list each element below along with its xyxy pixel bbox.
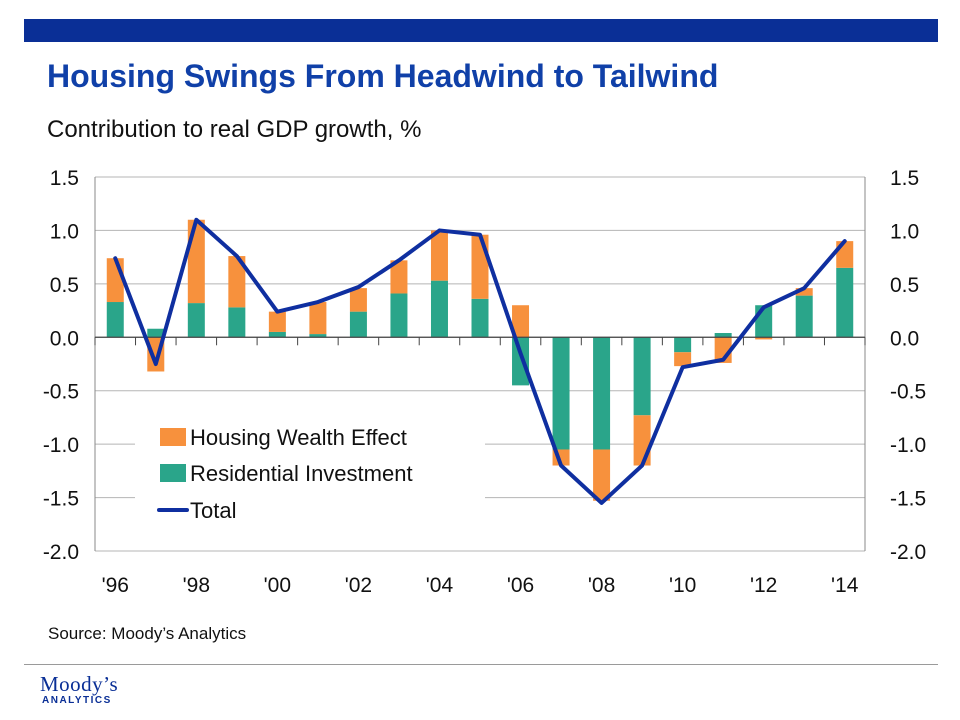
chart-legend: Housing Wealth Effect Residential Investm… bbox=[135, 416, 485, 528]
housing-wealth-bar bbox=[755, 337, 773, 340]
residential-investment-bar bbox=[268, 331, 286, 338]
residential-investment-bar bbox=[147, 328, 165, 338]
residential-investment-bar bbox=[633, 337, 651, 416]
residential-investment-bar bbox=[228, 307, 246, 338]
residential-investment-bar bbox=[714, 333, 732, 338]
residential-investment-bar bbox=[106, 302, 124, 338]
y-tick-label-left: 1.0 bbox=[50, 220, 79, 243]
housing-wealth-bar bbox=[187, 219, 205, 304]
y-tick-label-left: -2.0 bbox=[43, 541, 79, 564]
housing-wealth-bar bbox=[795, 288, 813, 296]
housing-wealth-bar bbox=[228, 256, 246, 308]
header-bar bbox=[24, 19, 938, 42]
moodys-analytics-logo: Moody’s ANALYTICS bbox=[40, 674, 118, 707]
residential-investment-bar bbox=[349, 311, 367, 338]
housing-wealth-bar bbox=[593, 449, 611, 501]
x-tick-label: '02 bbox=[345, 574, 372, 597]
residential-investment-bar bbox=[795, 295, 813, 338]
residential-investment-bar bbox=[471, 298, 489, 338]
residential-investment-bar bbox=[187, 303, 205, 338]
y-tick-label-right: -2.0 bbox=[890, 541, 926, 564]
x-tick-label: '08 bbox=[588, 574, 615, 597]
y-tick-label-left: -1.0 bbox=[43, 434, 79, 457]
y-tick-label-left: 0.5 bbox=[50, 274, 79, 297]
footer-divider bbox=[24, 664, 938, 665]
y-tick-label-left: 0.0 bbox=[50, 327, 79, 350]
page-title: Housing Swings From Headwind to Tailwind bbox=[47, 58, 719, 94]
housing-wealth-bar bbox=[268, 311, 286, 332]
legend-background bbox=[135, 416, 485, 528]
y-tick-label-right: 0.0 bbox=[890, 327, 919, 350]
residential-investment-bar bbox=[309, 334, 327, 338]
housing-wealth-bar bbox=[430, 230, 448, 281]
x-tick-label: '96 bbox=[102, 574, 129, 597]
residential-investment-bar bbox=[430, 280, 448, 338]
legend-label: Housing Wealth Effect bbox=[190, 425, 407, 450]
y-tick-label-right: -0.5 bbox=[890, 381, 926, 404]
y-tick-label-left: 1.5 bbox=[50, 167, 79, 190]
chart-subtitle: Contribution to real GDP growth, % bbox=[47, 116, 422, 143]
housing-wealth-bar bbox=[674, 352, 692, 367]
legend-label: Residential Investment bbox=[190, 461, 413, 486]
housing-wealth-bar bbox=[633, 415, 651, 466]
x-tick-label: '98 bbox=[183, 574, 210, 597]
x-tick-label: '06 bbox=[507, 574, 534, 597]
residential-investment-bar bbox=[390, 293, 408, 338]
legend-swatch-housing-wealth bbox=[160, 428, 186, 446]
source-note: Source: Moody’s Analytics bbox=[48, 624, 247, 643]
residential-investment-bar bbox=[836, 267, 854, 338]
residential-investment-bar bbox=[593, 337, 611, 450]
residential-investment-bar bbox=[512, 337, 530, 386]
y-tick-label-left: -1.5 bbox=[43, 488, 79, 511]
x-tick-label: '00 bbox=[264, 574, 291, 597]
housing-wealth-bar bbox=[309, 302, 327, 335]
housing-wealth-bar bbox=[512, 305, 530, 338]
housing-wealth-bar bbox=[471, 234, 489, 299]
logo-subtitle: ANALYTICS bbox=[42, 695, 112, 706]
y-tick-label-left: -0.5 bbox=[43, 381, 79, 404]
housing-wealth-bar bbox=[349, 288, 367, 312]
residential-investment-bar bbox=[674, 337, 692, 353]
y-tick-label-right: 1.0 bbox=[890, 220, 919, 243]
legend-swatch-residential bbox=[160, 464, 186, 482]
x-tick-label: '10 bbox=[669, 574, 696, 597]
logo-wordmark: Moody’s bbox=[40, 672, 119, 696]
legend-label: Total bbox=[190, 498, 236, 523]
gdp-contribution-chart: 1.5 1.5 1.0 1.0 0.5 0.5 0.0 0.0 -0.5 -0.5 -1.0 -1.0… bbox=[43, 167, 926, 597]
x-tick-label: '04 bbox=[426, 574, 454, 597]
y-tick-label-right: 0.5 bbox=[890, 274, 919, 297]
housing-wealth-bar bbox=[390, 260, 408, 294]
residential-investment-bar bbox=[552, 337, 570, 450]
y-tick-label-right: -1.5 bbox=[890, 488, 926, 511]
x-tick-label: '14 bbox=[831, 574, 859, 597]
y-tick-label-right: -1.0 bbox=[890, 434, 926, 457]
y-tick-label-right: 1.5 bbox=[890, 167, 919, 190]
housing-wealth-bar bbox=[106, 258, 124, 303]
x-tick-label: '12 bbox=[750, 574, 777, 597]
total-line bbox=[113, 217, 847, 505]
